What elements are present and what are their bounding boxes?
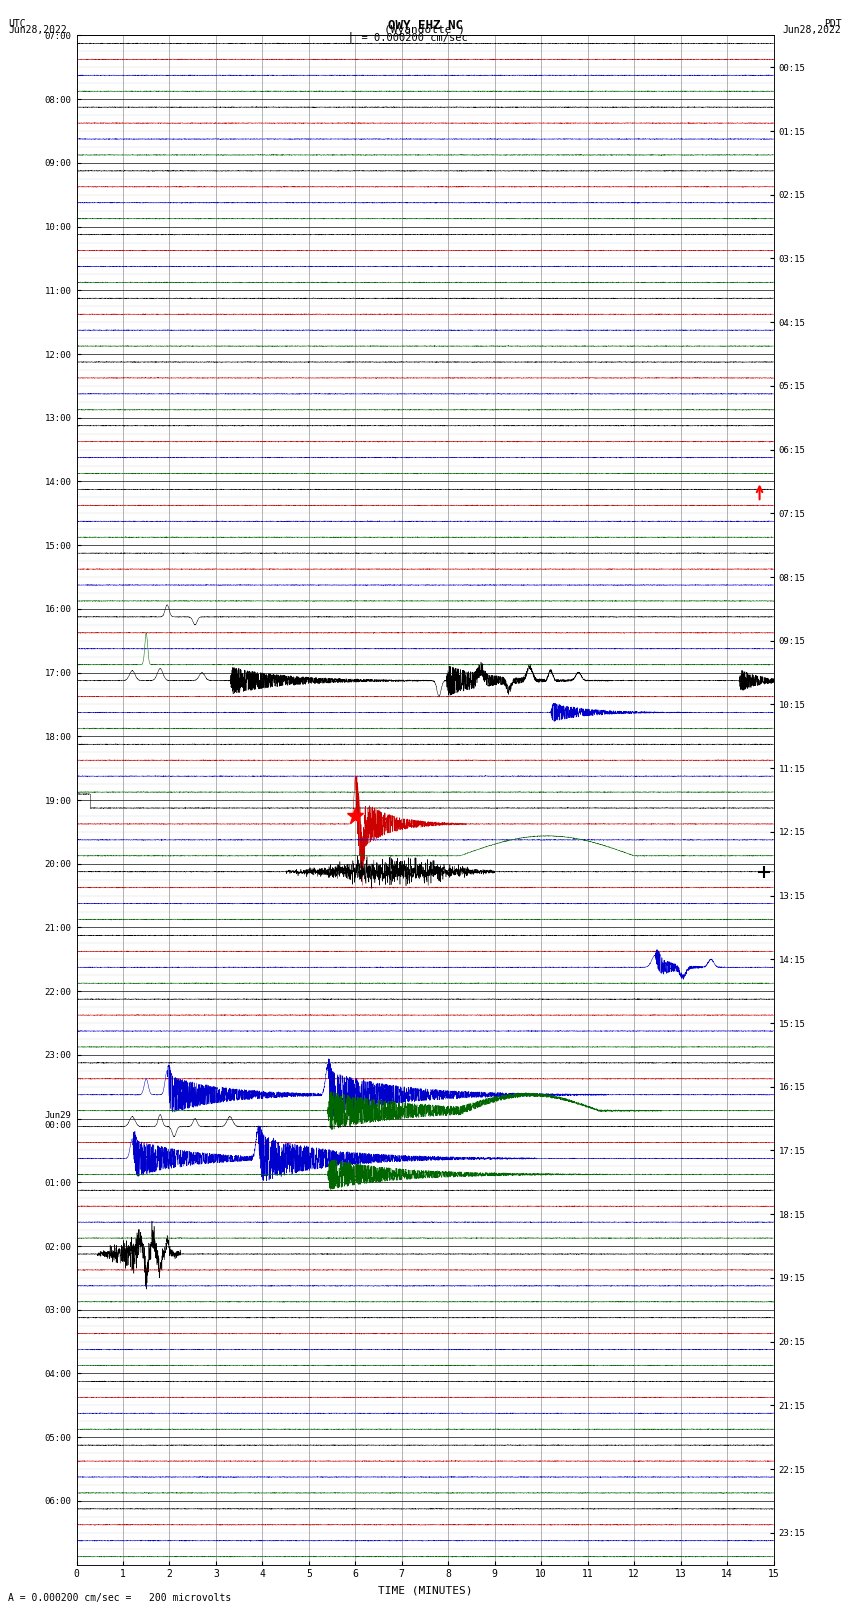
Text: OWY EHZ NC: OWY EHZ NC — [388, 18, 462, 32]
Text: Jun28,2022: Jun28,2022 — [783, 24, 842, 34]
Text: (Wyandotte ): (Wyandotte ) — [384, 24, 466, 35]
Text: Jun28,2022: Jun28,2022 — [8, 24, 67, 34]
Text: PDT: PDT — [824, 18, 842, 29]
X-axis label: TIME (MINUTES): TIME (MINUTES) — [377, 1586, 473, 1595]
Text: ⎜ = 0.000200 cm/sec: ⎜ = 0.000200 cm/sec — [348, 31, 468, 44]
Text: UTC: UTC — [8, 18, 26, 29]
Text: A = 0.000200 cm/sec =   200 microvolts: A = 0.000200 cm/sec = 200 microvolts — [8, 1594, 232, 1603]
